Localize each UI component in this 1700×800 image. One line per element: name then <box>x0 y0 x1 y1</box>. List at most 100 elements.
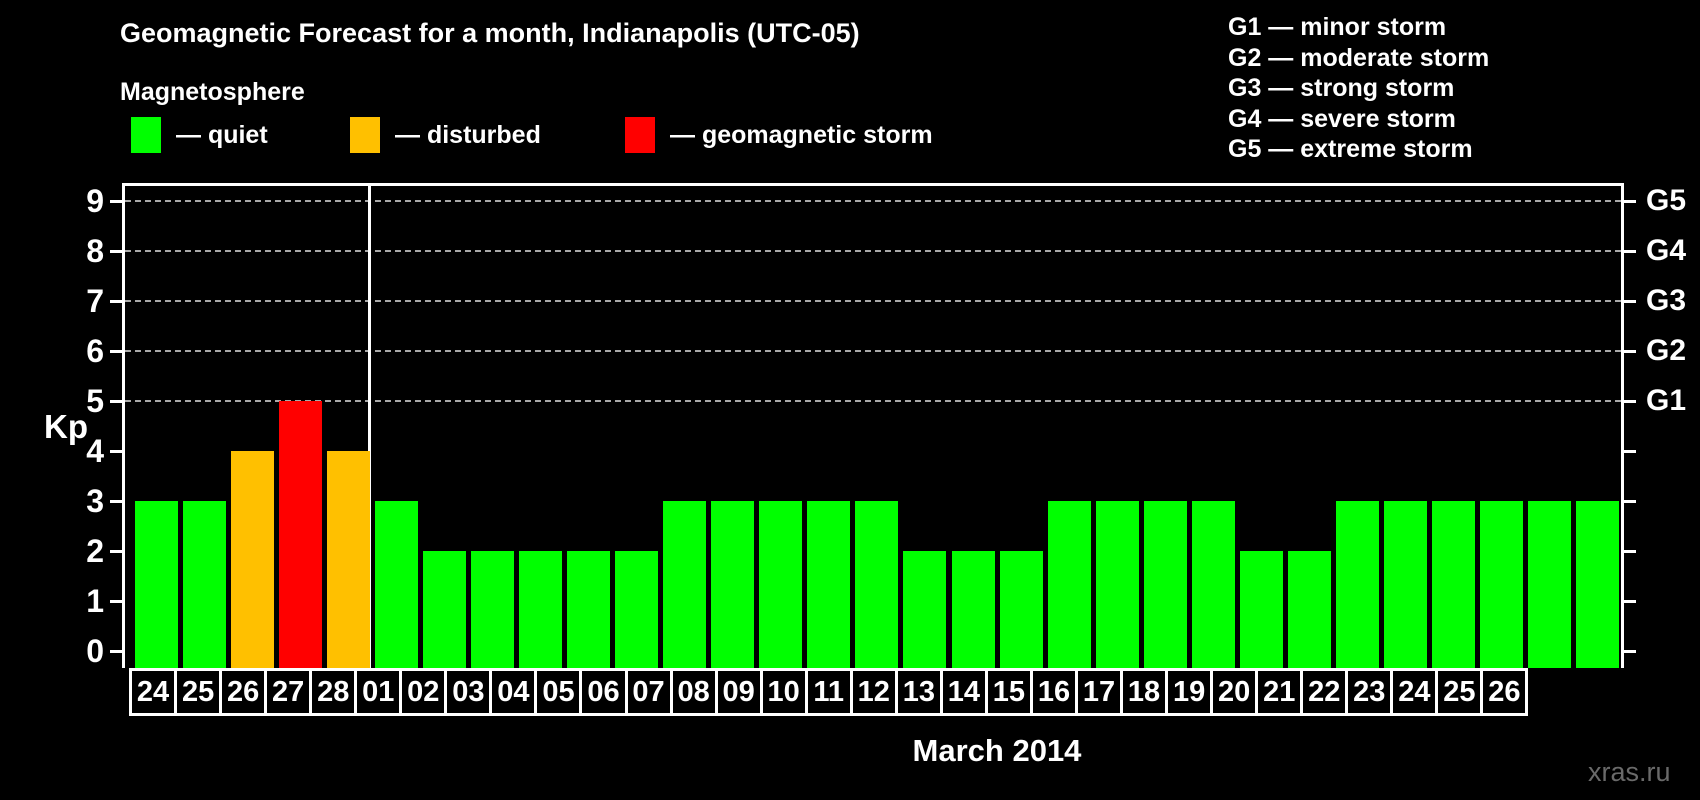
day-cell-mar-20: 20 <box>1210 668 1259 716</box>
storm-color-swatch <box>625 117 655 153</box>
y-tick-label-8: 8 <box>86 233 104 269</box>
day-cell-mar-26: 26 <box>1480 668 1529 716</box>
kp-bar-day-21 <box>1336 501 1380 668</box>
g-scale-legend-line: G5 — extreme storm <box>1228 135 1473 164</box>
y-tick-label-2: 2 <box>86 533 104 569</box>
day-cell-mar-10: 10 <box>759 668 808 716</box>
y-tick-left-3 <box>110 500 122 503</box>
g-axis-label-G3: G3 <box>1646 284 1687 317</box>
day-cell-mar-08: 08 <box>669 668 718 716</box>
day-cell-feb-27: 27 <box>264 668 313 716</box>
y-tick-label-9: 9 <box>86 183 104 219</box>
kp-bar-day-09 <box>759 501 803 668</box>
g-scale-legend: G1 — minor storm G2 — moderate storm G3 — … <box>1228 12 1489 165</box>
day-cell-mar-16: 16 <box>1029 668 1078 716</box>
day-cell-mar-07: 07 <box>624 668 673 716</box>
kp-bar-day-24 <box>1480 501 1524 668</box>
day-cell-mar-03: 03 <box>444 668 493 716</box>
y-tick-left-2 <box>110 550 122 553</box>
kp-bar-day-23 <box>1432 501 1476 668</box>
kp-bar-day-22 <box>1384 501 1428 668</box>
kp-bar-day-03 <box>470 551 514 668</box>
watermark: xras.ru <box>1588 757 1671 787</box>
legend-label-disturbed: — disturbed <box>395 120 541 149</box>
gridline-kp-6 <box>125 350 1621 352</box>
y-tick-left-5 <box>110 400 122 403</box>
kp-bar-day-17 <box>1143 501 1187 668</box>
kp-bar-day-02 <box>422 551 466 668</box>
day-cell-feb-28: 28 <box>309 668 358 716</box>
day-cell-mar-06: 06 <box>579 668 628 716</box>
day-cell-mar-12: 12 <box>849 668 898 716</box>
day-cell-mar-09: 09 <box>714 668 763 716</box>
y-tick-label-3: 3 <box>86 483 104 519</box>
day-cell-mar-21: 21 <box>1255 668 1304 716</box>
y-tick-right-8 <box>1624 250 1636 253</box>
day-cell-mar-24: 24 <box>1390 668 1439 716</box>
y-tick-right-3 <box>1624 500 1636 503</box>
g-scale-legend-line: G1 — minor storm <box>1228 13 1447 41</box>
g-scale-legend-line: G4 — severe storm <box>1228 104 1456 133</box>
kp-bar-day-19 <box>1239 551 1283 668</box>
y-tick-left-8 <box>110 250 122 253</box>
kp-bar-day-07 <box>663 501 707 668</box>
y-tick-label-0: 0 <box>86 633 104 669</box>
day-cell-mar-18: 18 <box>1120 668 1169 716</box>
kp-bar-day-08 <box>711 501 755 668</box>
day-cell-mar-11: 11 <box>804 668 853 716</box>
day-cell-mar-19: 19 <box>1165 668 1214 716</box>
day-cell-mar-15: 15 <box>984 668 1033 716</box>
day-cell-mar-05: 05 <box>534 668 583 716</box>
g-axis-label-G4: G4 <box>1646 234 1687 267</box>
y-tick-right-9 <box>1624 200 1636 203</box>
day-cell-mar-22: 22 <box>1300 668 1349 716</box>
y-tick-right-1 <box>1624 600 1636 603</box>
y-tick-label-7: 7 <box>86 283 104 319</box>
day-cell-mar-25: 25 <box>1435 668 1484 716</box>
y-tick-label-6: 6 <box>86 333 104 369</box>
y-tick-label-5: 5 <box>86 383 104 419</box>
g-scale-legend-line: G3 — strong storm <box>1228 74 1455 103</box>
kp-bar-day-12 <box>903 551 947 668</box>
kp-bar-day-14 <box>999 551 1043 668</box>
kp-bar-day-04 <box>519 551 562 668</box>
x-axis-title: March 2014 <box>912 733 1082 768</box>
y-tick-left-1 <box>110 600 122 603</box>
legend-item-quiet: — quiet <box>131 117 268 153</box>
g-axis-label-G1: G1 <box>1646 384 1687 417</box>
kp-bar-day-11 <box>855 501 899 668</box>
plot-area <box>110 183 1636 668</box>
y-tick-label-1: 1 <box>86 583 104 619</box>
kp-bar-day-06 <box>615 551 659 668</box>
chart-title: Geomagnetic Forecast for a month, Indian… <box>120 18 860 48</box>
quiet-color-swatch <box>131 117 161 153</box>
day-cell-mar-04: 04 <box>489 668 538 716</box>
legend-item-disturbed: — disturbed <box>350 117 541 153</box>
kp-bar-day-16 <box>1095 501 1139 668</box>
kp-bar-day-26 <box>1576 501 1620 668</box>
magnetosphere-legend: — quiet — disturbed — geomagnetic storm <box>0 117 1700 157</box>
gridline-kp-9 <box>125 200 1621 202</box>
magnetosphere-label: Magnetosphere <box>120 78 305 106</box>
legend-label-storm: — geomagnetic storm <box>670 120 933 149</box>
kp-bar-day-27 <box>278 401 322 668</box>
y-tick-right-5 <box>1624 400 1636 403</box>
kp-bar-day-10 <box>807 501 851 668</box>
day-cell-feb-25: 25 <box>174 668 223 716</box>
g-axis-label-G5: G5 <box>1646 184 1687 217</box>
kp-bar-day-25 <box>1528 501 1572 668</box>
y-tick-label-4: 4 <box>86 433 104 469</box>
y-axis-title: Kp <box>44 408 88 445</box>
y-tick-right-2 <box>1624 550 1636 553</box>
legend-item-storm: — geomagnetic storm <box>625 117 933 153</box>
month-separator-line <box>368 186 372 668</box>
disturbed-color-swatch <box>350 117 380 153</box>
g-axis-label-G2: G2 <box>1646 334 1687 367</box>
y-tick-left-7 <box>110 300 122 303</box>
gridline-kp-8 <box>125 250 1621 252</box>
y-tick-right-0 <box>1624 650 1636 653</box>
x-axis-day-labels: 24 25 26 27 28 01 02 03 04 05 06 07 08 09 10 11 12 13 14 15… <box>129 668 1529 716</box>
kp-bar-day-05 <box>567 551 611 668</box>
y-tick-right-6 <box>1624 350 1636 353</box>
